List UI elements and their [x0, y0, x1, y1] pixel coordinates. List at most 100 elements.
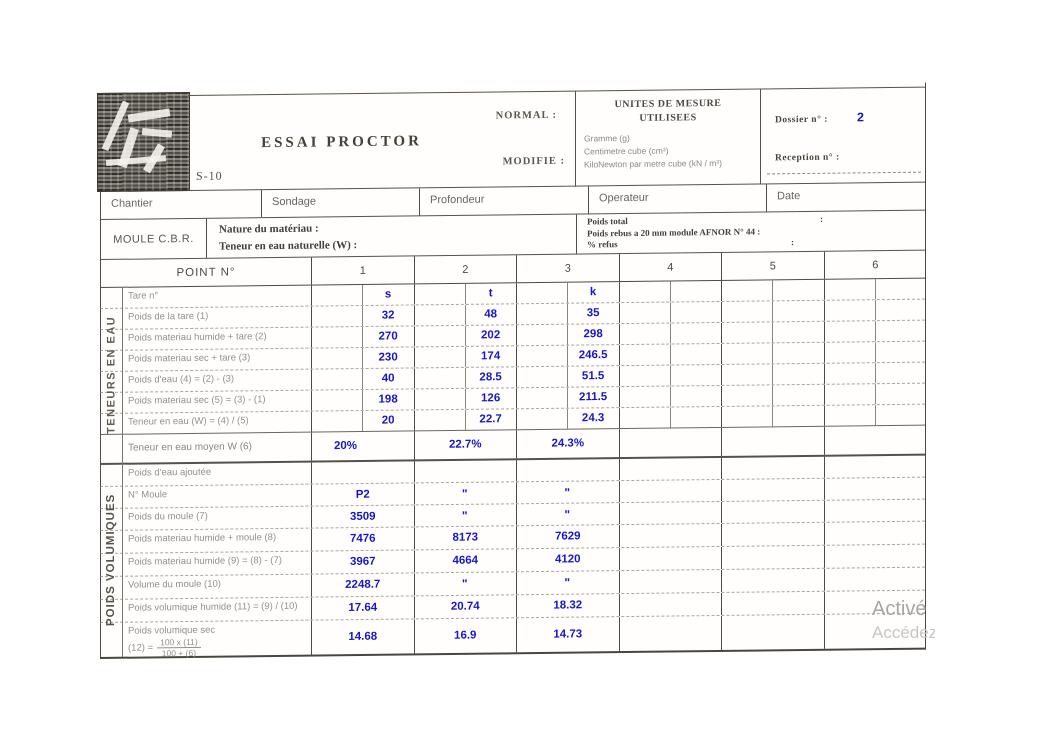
cell-value: 17.64: [348, 601, 378, 614]
cell-value: 35: [586, 307, 600, 320]
teneurs-section: Tare n° s t k Poids de la tare (1) 32 48 35 Poid…: [100, 278, 926, 435]
form-code: S-10: [196, 168, 223, 183]
point-6-value-cell: [823, 544, 926, 568]
point-3-value-cell: 211.5: [516, 387, 619, 409]
cell-value: 51.5: [581, 370, 605, 383]
point-2-value-cell: 174: [413, 346, 516, 368]
moule-cbr-label: MOULE C.B.R.: [113, 232, 194, 246]
cell-value: 20: [381, 414, 395, 427]
point-1-value-cell: 230: [311, 347, 414, 369]
section-label-teneurs: TENEURS EN EAU: [105, 315, 118, 435]
point-1-value-cell: 3967: [311, 550, 414, 574]
point-4-value-cell: [618, 406, 721, 429]
cell-value: 18.32: [553, 599, 583, 612]
row-label: Volume du moule (10): [128, 578, 221, 591]
point-5-value-cell: [721, 591, 824, 615]
point-1-value-cell: 270: [311, 326, 414, 348]
proctor-form-sheet: ESSAI PROCTOR NORMAL : MODIFIE : S-10 UN…: [97, 82, 926, 660]
poids-volumiques-section: Poids d'eau ajoutée N° Moule P2 " " Poids du …: [100, 455, 926, 659]
point-2-value-cell: [413, 460, 516, 483]
point-6-value-cell: [823, 383, 926, 405]
point-2-value-cell: ": [413, 572, 516, 596]
point-1-value-cell: 7476: [311, 527, 414, 551]
cell-value: 14.73: [553, 628, 583, 641]
point-4-value-cell: [618, 280, 721, 303]
point-1-value-cell: 198: [311, 389, 414, 411]
divider: [767, 171, 921, 175]
point-6-value-cell: [823, 425, 926, 455]
row-label: Poids volumique sec (12) = 100 x (11) 100 +…: [101, 621, 311, 659]
point-4-value-cell: [618, 479, 721, 503]
point-2-value-cell: 28.5: [413, 367, 516, 389]
field-date: Date: [766, 182, 926, 212]
point-5-value-cell: [721, 500, 824, 523]
point-2-value-cell: 202: [413, 325, 516, 347]
cell-value: 7629: [554, 530, 581, 543]
point-1-value-cell: 20: [311, 410, 414, 432]
cell-value: 3967: [349, 555, 376, 568]
cell-value: 20%: [334, 439, 358, 453]
fraction-denominator: 100 + (6): [161, 647, 197, 659]
row-label: Poids volumique humide (11) = (9) / (10): [128, 600, 298, 614]
point-2-header: 2: [413, 255, 516, 284]
cell-value: 24.3: [581, 412, 605, 425]
point-1-value-cell: 17.64: [311, 596, 414, 620]
point-1-value-cell: 20%: [311, 431, 414, 461]
point-3-value-cell: 51.5: [516, 366, 619, 388]
windows-activation-watermark: Activé Accédez: [872, 597, 935, 643]
poids-total-cell: Poids total : Poids rebus a 20 mm module…: [576, 210, 926, 254]
point-2-value-cell: ": [413, 482, 516, 505]
dossier-value: 2: [857, 110, 864, 125]
point-1-value-cell: 3509: [311, 505, 414, 528]
cell-value: 2248.7: [345, 578, 381, 591]
cell-value: ": [564, 575, 572, 590]
section-divider-line: [122, 287, 123, 657]
cell-value: 3509: [349, 510, 376, 523]
point-3-value-cell: 24.3%: [516, 429, 619, 459]
logo-shape: [141, 127, 173, 138]
row-label-line1: Poids volumique sec: [128, 624, 216, 637]
point-6-value-cell: [823, 455, 926, 478]
logo-shape: [143, 143, 165, 174]
row-label: Poids materiau sec + tare (3): [128, 352, 251, 365]
point-1-value-cell: 2248.7: [311, 573, 414, 597]
cell-value: 202: [481, 329, 501, 342]
teneur-naturelle-label: Teneur en eau naturelle (W) :: [219, 238, 358, 253]
cell-value: 40: [381, 372, 395, 385]
point-3-value-cell: k: [516, 282, 619, 304]
watermark-line2: Accédez: [872, 623, 935, 642]
dossier-cell: Dossier n° : 2 Reception n° :: [760, 86, 925, 185]
point-4-value-cell: [618, 523, 721, 548]
row-label: Poids d'eau (4) = (2) - (3): [128, 373, 235, 386]
field-chantier: Chantier: [111, 197, 153, 210]
cell-value: 22.7%: [448, 438, 482, 451]
cell-value: s: [384, 288, 392, 301]
cell-value: 16.9: [454, 629, 477, 642]
point-3-value-cell: [516, 459, 619, 482]
point-5-value-cell: [721, 456, 824, 479]
cell-value: 7476: [349, 532, 376, 545]
cell-value: ": [461, 486, 469, 501]
nature-label: Nature du matériau :: [219, 222, 319, 236]
point-6-value-cell: [823, 320, 926, 342]
point-1-value-cell: s: [311, 284, 414, 306]
cell-value: 4664: [452, 554, 479, 567]
point-4-value-cell: [618, 364, 721, 387]
point-5-value-cell: [721, 321, 824, 343]
cell-value: 270: [378, 330, 398, 343]
cell-value: 298: [583, 328, 603, 341]
cell-value: ": [564, 484, 572, 499]
row-label: Poids du moule (7): [128, 510, 208, 523]
point-6-value-cell: [823, 521, 926, 545]
point-5-value-cell: [721, 384, 824, 406]
point-6-header: 6: [823, 250, 926, 279]
point-5-value-cell: [721, 405, 824, 427]
cell-value: 246.5: [578, 349, 608, 362]
point-2-value-cell: 126: [413, 388, 516, 410]
point-3-value-cell: ": [516, 571, 619, 595]
field-sondage: Sondage: [261, 188, 419, 218]
cell-value: 211.5: [579, 391, 608, 404]
field-operateur: Operateur: [588, 184, 766, 214]
colon: :: [820, 213, 823, 224]
cell-value: 14.68: [348, 630, 378, 643]
